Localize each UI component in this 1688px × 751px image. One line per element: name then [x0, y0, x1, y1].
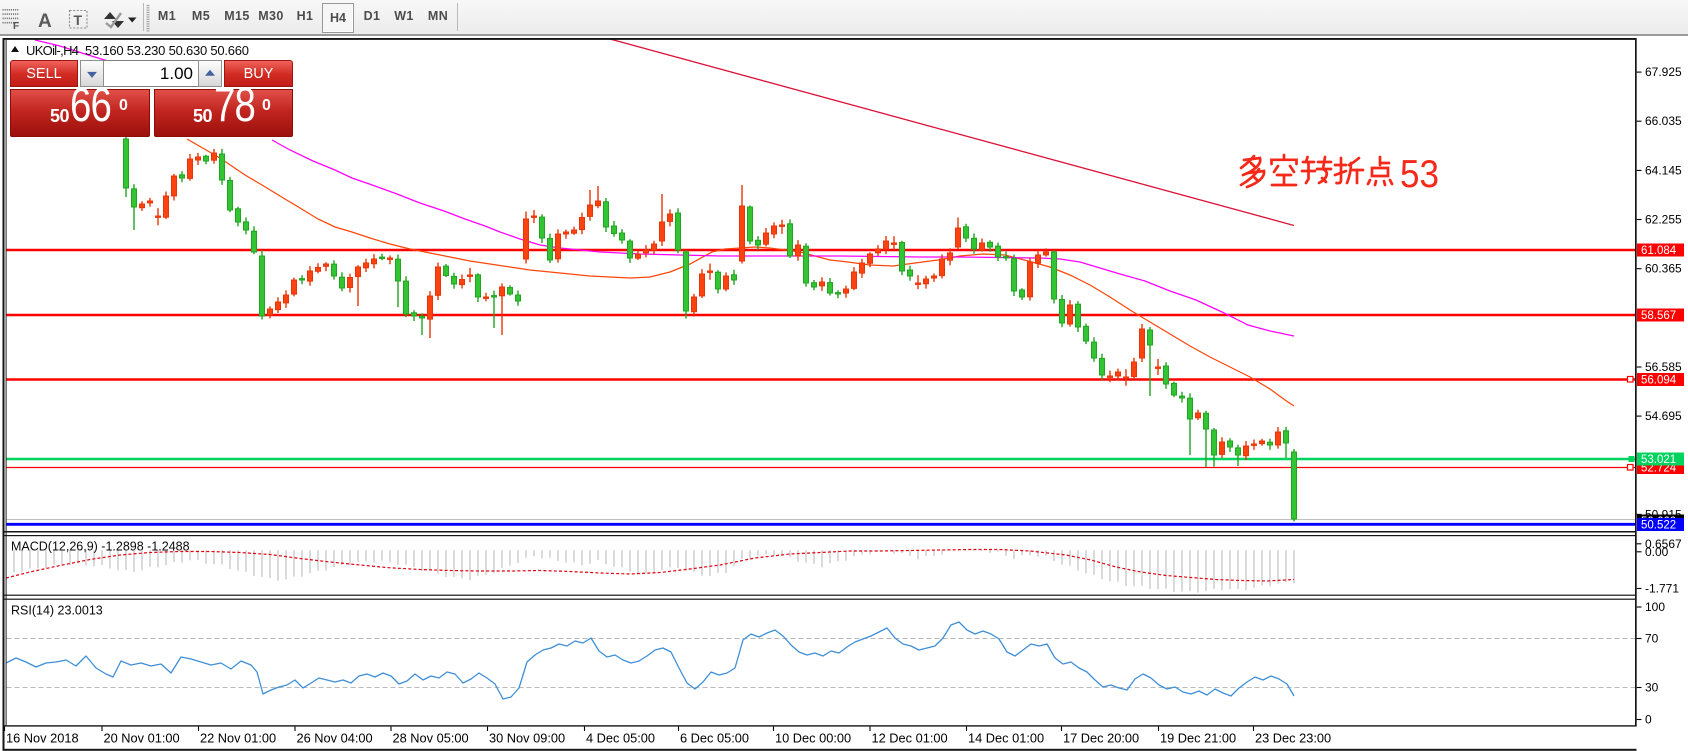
svg-text:16 Nov 2018: 16 Nov 2018: [6, 731, 79, 746]
svg-text:17 Dec 20:00: 17 Dec 20:00: [1063, 731, 1139, 746]
svg-text:10 Dec 00:00: 10 Dec 00:00: [775, 731, 851, 746]
svg-text:F: F: [13, 21, 19, 32]
svg-text:UKOil-,H4: UKOil-,H4: [26, 43, 79, 58]
svg-text:50.522: 50.522: [1641, 520, 1676, 532]
svg-text:54.695: 54.695: [1645, 409, 1682, 423]
svg-text:-1.771: -1.771: [1645, 582, 1679, 596]
svg-text:20 Nov 01:00: 20 Nov 01:00: [104, 731, 180, 746]
svg-text:28 Nov 05:00: 28 Nov 05:00: [393, 731, 469, 746]
svg-text:64.145: 64.145: [1645, 163, 1682, 177]
svg-text:56.094: 56.094: [1641, 375, 1677, 387]
svg-text:19 Dec 21:00: 19 Dec 21:00: [1160, 731, 1236, 746]
svg-text:67.925: 67.925: [1645, 65, 1682, 79]
svg-text:26 Nov 04:00: 26 Nov 04:00: [297, 731, 373, 746]
svg-text:62.255: 62.255: [1645, 213, 1682, 227]
svg-text:52.724: 52.724: [1641, 463, 1677, 475]
svg-text:12 Dec 01:00: 12 Dec 01:00: [872, 731, 948, 746]
svg-text:14 Dec 01:00: 14 Dec 01:00: [968, 731, 1044, 746]
svg-text:60.365: 60.365: [1645, 262, 1682, 276]
svg-text:A: A: [38, 11, 52, 32]
svg-text:70: 70: [1645, 632, 1659, 646]
svg-text:53: 53: [1400, 153, 1439, 196]
svg-text:RSI(14) 23.0013: RSI(14) 23.0013: [11, 604, 103, 618]
svg-text:30: 30: [1645, 681, 1659, 695]
svg-text:66.035: 66.035: [1645, 114, 1682, 128]
svg-text:58.567: 58.567: [1641, 310, 1676, 322]
svg-text:0.00: 0.00: [1645, 545, 1669, 559]
svg-text:0.6567: 0.6567: [1645, 537, 1682, 551]
svg-text:6 Dec 05:00: 6 Dec 05:00: [680, 731, 749, 746]
svg-text:56.585: 56.585: [1645, 360, 1682, 374]
svg-text:23 Dec 23:00: 23 Dec 23:00: [1255, 731, 1331, 746]
svg-text:4 Dec 05:00: 4 Dec 05:00: [586, 731, 655, 746]
svg-text:100: 100: [1645, 600, 1665, 614]
svg-text:0: 0: [1645, 713, 1652, 727]
svg-text:53.160 53.230 50.630 50.660: 53.160 53.230 50.630 50.660: [85, 43, 249, 58]
svg-text:53.021: 53.021: [1641, 454, 1676, 466]
svg-text:T: T: [74, 12, 83, 28]
svg-text:30 Nov 09:00: 30 Nov 09:00: [489, 731, 565, 746]
svg-text:22 Nov 01:00: 22 Nov 01:00: [200, 731, 276, 746]
svg-text:61.084: 61.084: [1641, 245, 1677, 257]
svg-text:MACD(12,26,9) -1.2898 -1.2488: MACD(12,26,9) -1.2898 -1.2488: [11, 540, 190, 554]
